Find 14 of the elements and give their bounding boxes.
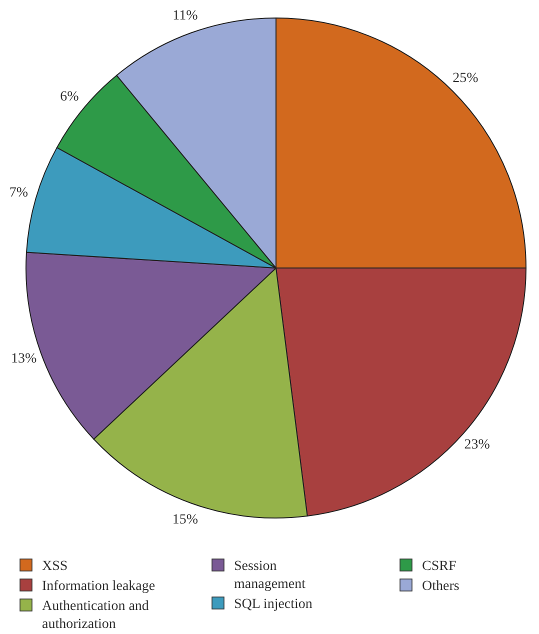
- legend-label: SQL injection: [234, 597, 312, 612]
- legend-label: CSRF: [422, 559, 456, 574]
- data-label: 13%: [11, 351, 38, 366]
- data-label: 25%: [452, 70, 479, 86]
- legend-label: XSS: [42, 559, 68, 574]
- data-label: 11%: [172, 8, 198, 24]
- data-label: 23%: [464, 438, 490, 453]
- data-label: 6%: [60, 90, 80, 105]
- legend-label: Information leakage: [42, 579, 156, 594]
- legend-label: Authentication and authorization: [42, 599, 149, 632]
- data-label: 15%: [172, 512, 198, 528]
- legend-label: Others: [422, 579, 460, 594]
- data-label: 7%: [9, 186, 28, 201]
- legend-label: Session management: [234, 559, 306, 592]
